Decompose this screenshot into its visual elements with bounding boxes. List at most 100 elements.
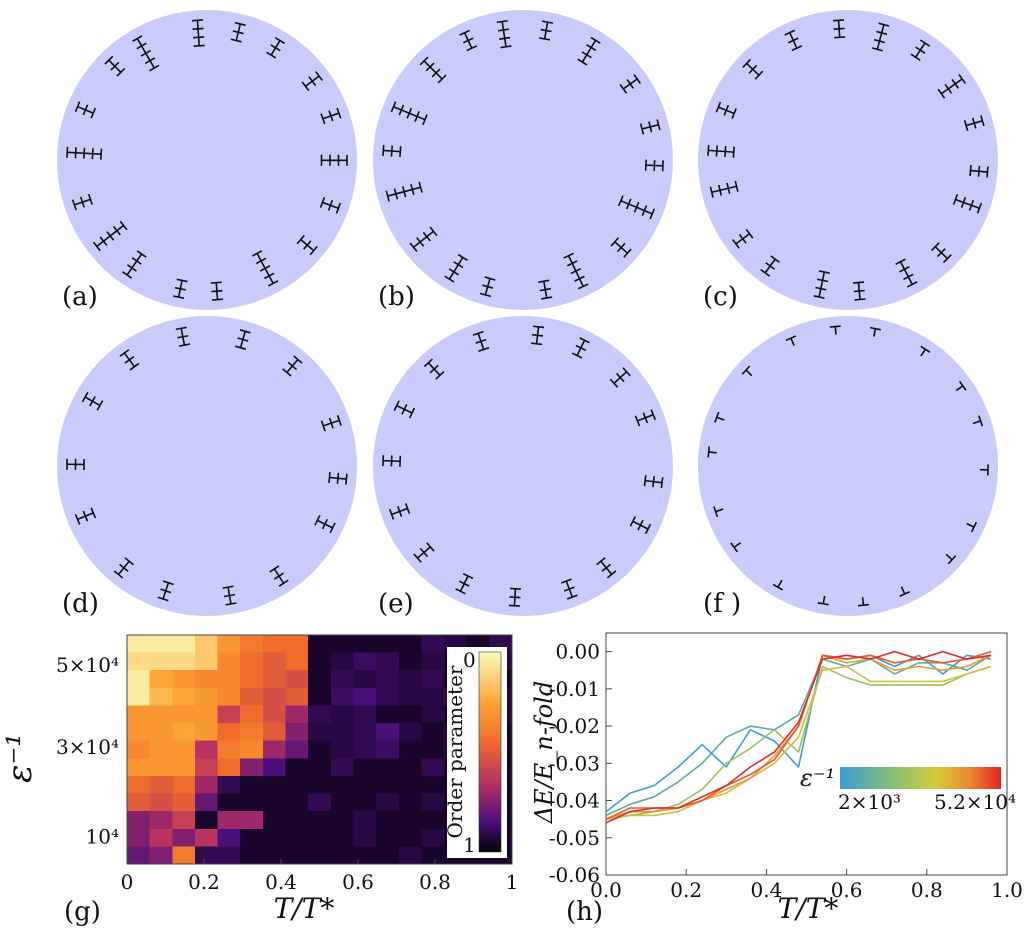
dislocation-mark [579, 337, 590, 344]
dislocation-mark [980, 115, 985, 127]
dislocation-mark [74, 513, 81, 525]
heatmap-cell [149, 687, 173, 706]
dislocation-mark [393, 188, 399, 200]
dislocation-arm [382, 144, 402, 158]
dislocation-mark [723, 104, 730, 116]
dislocation-arm [715, 101, 737, 119]
dislocation-arm [230, 21, 246, 43]
dislocation-arm [639, 119, 661, 135]
dislocation-mark [833, 27, 845, 30]
dislocation-mark [765, 262, 776, 270]
heatmap-cell [217, 758, 241, 777]
dislocation-mark [278, 579, 289, 587]
heatmap-cell [194, 846, 219, 865]
dislocation-mark [414, 111, 420, 122]
dislocation-mark [609, 378, 619, 388]
dislocation-mark [458, 580, 470, 587]
heatmap-cell [285, 758, 309, 777]
linechart-y-tick-label: -0.01 [549, 677, 600, 701]
heatmap-cell [262, 705, 287, 724]
dislocation-stem [708, 451, 717, 454]
heatmap-cell [194, 687, 219, 706]
dislocation-mark [422, 114, 428, 126]
dislocation-mark [126, 264, 137, 272]
dislocation-mark [626, 78, 635, 89]
dislocation-mark [958, 380, 967, 391]
heatmap-cell [285, 635, 309, 654]
dislocation-mark [309, 245, 318, 256]
dislocation-mark [193, 36, 205, 39]
heatmap-cell [330, 775, 354, 795]
heatmap-cell [398, 635, 422, 654]
heatmap-cell [127, 828, 151, 847]
dislocation-mark [560, 578, 572, 584]
dislocation-arm [132, 35, 160, 72]
heatmap-cell [240, 775, 264, 795]
heatmap-cell [398, 828, 422, 847]
heatmap-cell [398, 811, 422, 830]
heatmap-cell [217, 723, 241, 742]
dislocation-mark [345, 473, 348, 485]
dislocation-arm [910, 39, 930, 61]
heatmap-cell [262, 652, 287, 671]
heatmap-cell [194, 705, 219, 724]
dislocation-mark [174, 286, 186, 291]
dislocation-stem [945, 553, 953, 561]
dislocation-mark [112, 225, 121, 236]
dislocation-mark [760, 268, 771, 277]
dislocation-mark [418, 181, 423, 193]
dislocation-arm [419, 56, 447, 84]
dislocation-mark [497, 28, 510, 32]
dislocation-arm [320, 414, 342, 432]
heatmap-cell [308, 740, 332, 759]
dislocation-arm [472, 330, 490, 352]
dislocation-mark [730, 542, 738, 553]
dislocation-mark [239, 329, 251, 334]
dislocation-mark [96, 400, 104, 411]
heatmap-colorbar [478, 651, 502, 853]
dislocation-mark [968, 199, 975, 211]
dislocations-c [707, 19, 989, 301]
dislocation-mark [466, 45, 478, 52]
dislocation-mark [393, 400, 400, 411]
dislocation-mark [149, 64, 160, 72]
dislocation-mark [619, 83, 628, 94]
dislocation-mark [448, 268, 459, 276]
dislocation-mark [192, 27, 204, 30]
heatmap-cell [127, 635, 151, 654]
dislocation-mark [714, 411, 720, 423]
dislocation-mark [320, 420, 326, 432]
dislocation-mark [484, 276, 496, 281]
dislocation-stem [733, 542, 742, 549]
heatmap-cell [376, 775, 400, 795]
linechart-y-tick-label: -0.02 [549, 714, 600, 738]
panel-label-b: (b) [378, 282, 415, 312]
dislocation-mark [419, 547, 429, 558]
dislocation-mark [606, 570, 617, 579]
dislocation-mark [100, 148, 103, 160]
heatmap-panel-g: 0 0.2 0.4 0.6 0.8 1 5×10⁴ 3×10⁴ 10⁴ ε⁻¹ T/T* Or… [0, 634, 518, 927]
dislocation-arm [413, 542, 435, 563]
dislocation-mark [617, 195, 624, 207]
dislocation-arm [952, 194, 983, 214]
dislocation-mark [251, 250, 263, 257]
dislocation-arm [71, 193, 93, 211]
dislocation-mark [92, 241, 101, 252]
dislocation-arm [266, 36, 286, 59]
dislocation-mark [413, 553, 422, 563]
dislocation-stem [966, 522, 975, 528]
dislocation-arm [609, 367, 631, 388]
dislocation-arm [269, 565, 289, 587]
dislocation-arm [235, 329, 251, 350]
dislocation-mark [390, 145, 393, 157]
dislocation-arm [937, 74, 966, 99]
dislocation-mark [707, 144, 710, 156]
heatmap-cell [172, 687, 196, 706]
dislocation-mark [90, 507, 97, 519]
dislocation-mark [263, 272, 275, 280]
dislocation-mark [622, 367, 631, 377]
linechart-y-tick-label: -0.03 [549, 751, 600, 775]
dislocation-mark [919, 39, 930, 47]
dislocation-arm [66, 458, 85, 470]
dislocation-mark [319, 196, 326, 208]
